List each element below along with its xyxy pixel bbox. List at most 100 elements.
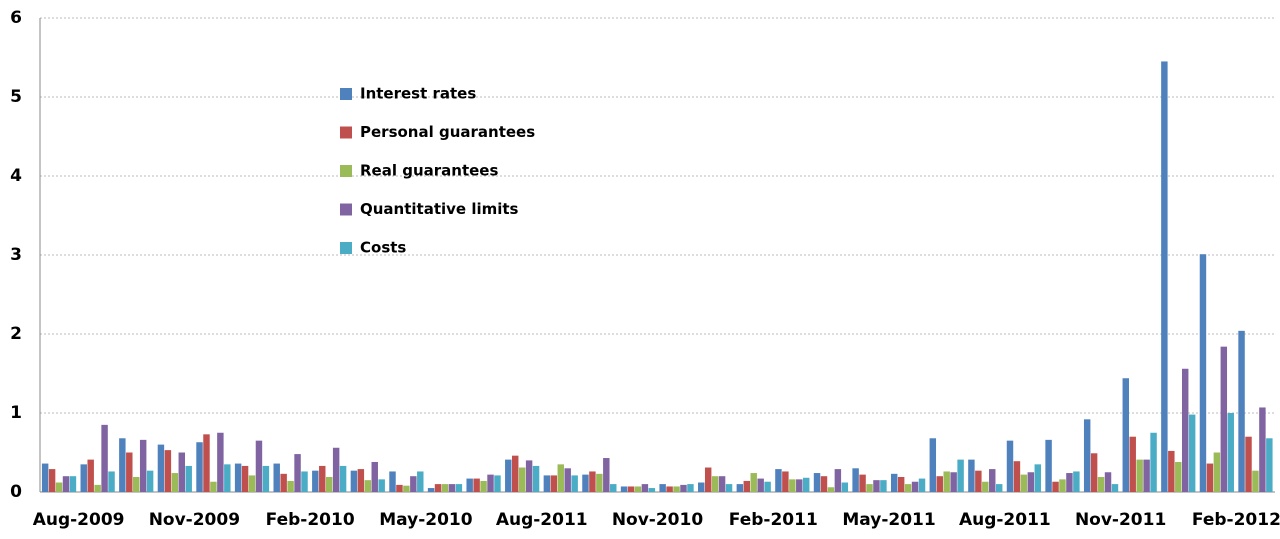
bar bbox=[1220, 346, 1228, 492]
bar bbox=[880, 480, 887, 492]
bar bbox=[704, 467, 712, 492]
bar bbox=[680, 484, 687, 492]
x-tick-label: Feb-2010 bbox=[266, 510, 355, 530]
bar bbox=[648, 488, 656, 492]
bar bbox=[94, 484, 101, 492]
bar bbox=[146, 470, 154, 492]
bar bbox=[827, 487, 835, 492]
bar bbox=[1122, 378, 1130, 492]
bar bbox=[518, 467, 526, 492]
bar bbox=[666, 486, 673, 492]
bar bbox=[234, 463, 242, 492]
bar bbox=[834, 469, 842, 492]
bar bbox=[904, 484, 912, 492]
bar bbox=[196, 442, 203, 492]
bar bbox=[859, 474, 866, 492]
bar bbox=[1083, 419, 1091, 492]
bar bbox=[852, 468, 859, 492]
bar bbox=[525, 460, 533, 492]
bar bbox=[1259, 407, 1266, 492]
legend-swatch bbox=[340, 88, 352, 100]
bar bbox=[589, 471, 596, 492]
x-tick-label: Aug-2011 bbox=[496, 510, 588, 530]
bar bbox=[1175, 461, 1182, 492]
bar bbox=[796, 479, 803, 492]
bar bbox=[55, 482, 63, 492]
bar bbox=[512, 455, 519, 492]
bar bbox=[711, 476, 719, 492]
bar bbox=[989, 469, 996, 492]
bar bbox=[750, 473, 757, 492]
bar bbox=[1052, 481, 1059, 492]
bar bbox=[641, 484, 649, 492]
bar bbox=[41, 463, 49, 492]
bar bbox=[185, 465, 192, 492]
bar bbox=[133, 476, 140, 492]
bar bbox=[718, 476, 726, 492]
bar bbox=[698, 482, 705, 492]
bar bbox=[119, 438, 126, 492]
bar bbox=[782, 471, 789, 492]
x-tick-label: Nov-2009 bbox=[149, 510, 240, 530]
bar bbox=[434, 484, 442, 492]
bar bbox=[1136, 459, 1143, 492]
bar bbox=[890, 473, 898, 492]
bar bbox=[466, 478, 473, 492]
bar bbox=[802, 477, 810, 492]
bar bbox=[743, 480, 751, 492]
x-tick-label: Nov-2011 bbox=[1075, 510, 1166, 530]
bar bbox=[610, 484, 617, 492]
bar bbox=[1213, 452, 1221, 492]
bar bbox=[634, 486, 642, 492]
bar bbox=[982, 481, 989, 492]
bar bbox=[332, 447, 340, 492]
bar bbox=[943, 471, 950, 492]
bar bbox=[339, 465, 347, 492]
bar bbox=[1104, 472, 1112, 492]
bar bbox=[287, 480, 294, 492]
bar bbox=[157, 444, 165, 492]
bar bbox=[325, 476, 333, 492]
bar bbox=[505, 459, 512, 492]
bar bbox=[873, 480, 880, 492]
bar bbox=[1188, 414, 1196, 492]
bar bbox=[280, 473, 287, 492]
bar bbox=[673, 486, 680, 492]
bar bbox=[1020, 474, 1028, 492]
bar bbox=[813, 473, 821, 492]
y-tick-label: 2 bbox=[10, 324, 22, 344]
legend-swatch bbox=[340, 165, 352, 177]
bar bbox=[48, 469, 56, 492]
bar bbox=[455, 484, 463, 492]
bar bbox=[957, 459, 964, 492]
bar bbox=[255, 440, 263, 492]
bar bbox=[448, 484, 456, 492]
bar bbox=[929, 438, 937, 492]
bar bbox=[1181, 368, 1189, 492]
bar bbox=[171, 473, 179, 492]
bar bbox=[1034, 464, 1042, 492]
bar bbox=[975, 470, 982, 492]
bar bbox=[968, 459, 975, 492]
x-tick-label: Feb-2012 bbox=[1192, 510, 1280, 530]
bar bbox=[294, 454, 301, 492]
bar bbox=[1266, 438, 1273, 492]
bar bbox=[627, 486, 635, 492]
bar bbox=[364, 480, 372, 492]
y-tick-label: 1 bbox=[10, 403, 22, 423]
legend-swatch bbox=[340, 203, 352, 216]
bar bbox=[262, 465, 270, 492]
bar bbox=[764, 481, 771, 492]
bar bbox=[911, 481, 919, 492]
legend-label: Personal guarantees bbox=[360, 123, 535, 141]
x-tick-label: May-2011 bbox=[842, 510, 935, 530]
bar bbox=[543, 475, 551, 492]
bar bbox=[820, 476, 828, 492]
bar bbox=[164, 450, 172, 492]
bar bbox=[1027, 472, 1035, 492]
bar bbox=[1199, 254, 1207, 492]
bar bbox=[564, 468, 571, 492]
bar bbox=[378, 479, 385, 492]
